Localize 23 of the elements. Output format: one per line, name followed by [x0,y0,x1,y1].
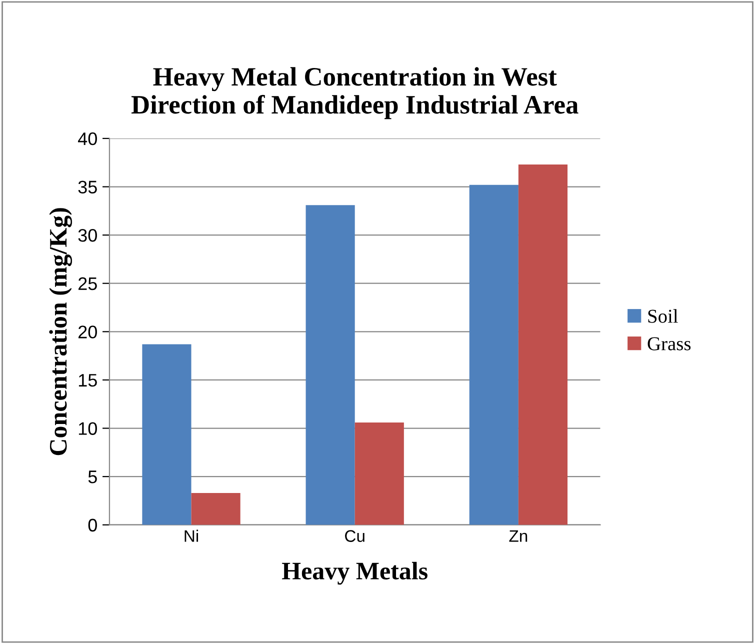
legend-label: Soil [648,309,678,323]
bar [142,344,192,525]
legend-label: Grass [648,337,691,350]
x-tick-label: Cu [345,530,364,542]
bar [469,184,518,525]
y-tick-label: 25 [78,277,97,290]
y-axis-title: Concentration (mg/Kg) [49,208,72,456]
x-tick-label: Zn [509,530,528,542]
y-tick-label: 0 [88,518,97,532]
bar [518,164,568,525]
y-tick-label: 15 [78,374,97,387]
y-tick-label: 40 [78,132,97,146]
bar [306,205,355,525]
x-tick-label: Ni [184,530,198,542]
y-tick-label: 35 [78,180,97,194]
y-tick-label: 10 [78,422,97,435]
y-tick-label: 5 [88,470,97,484]
y-tick-label: 20 [78,326,97,338]
bar [354,422,404,525]
y-tick-label: 30 [78,228,97,242]
chart-title: Heavy Metal Concentration in West Direction of Mandideep Industrial Area [131,67,578,120]
bar [191,492,240,525]
x-axis-title: Heavy Metals [282,562,428,585]
